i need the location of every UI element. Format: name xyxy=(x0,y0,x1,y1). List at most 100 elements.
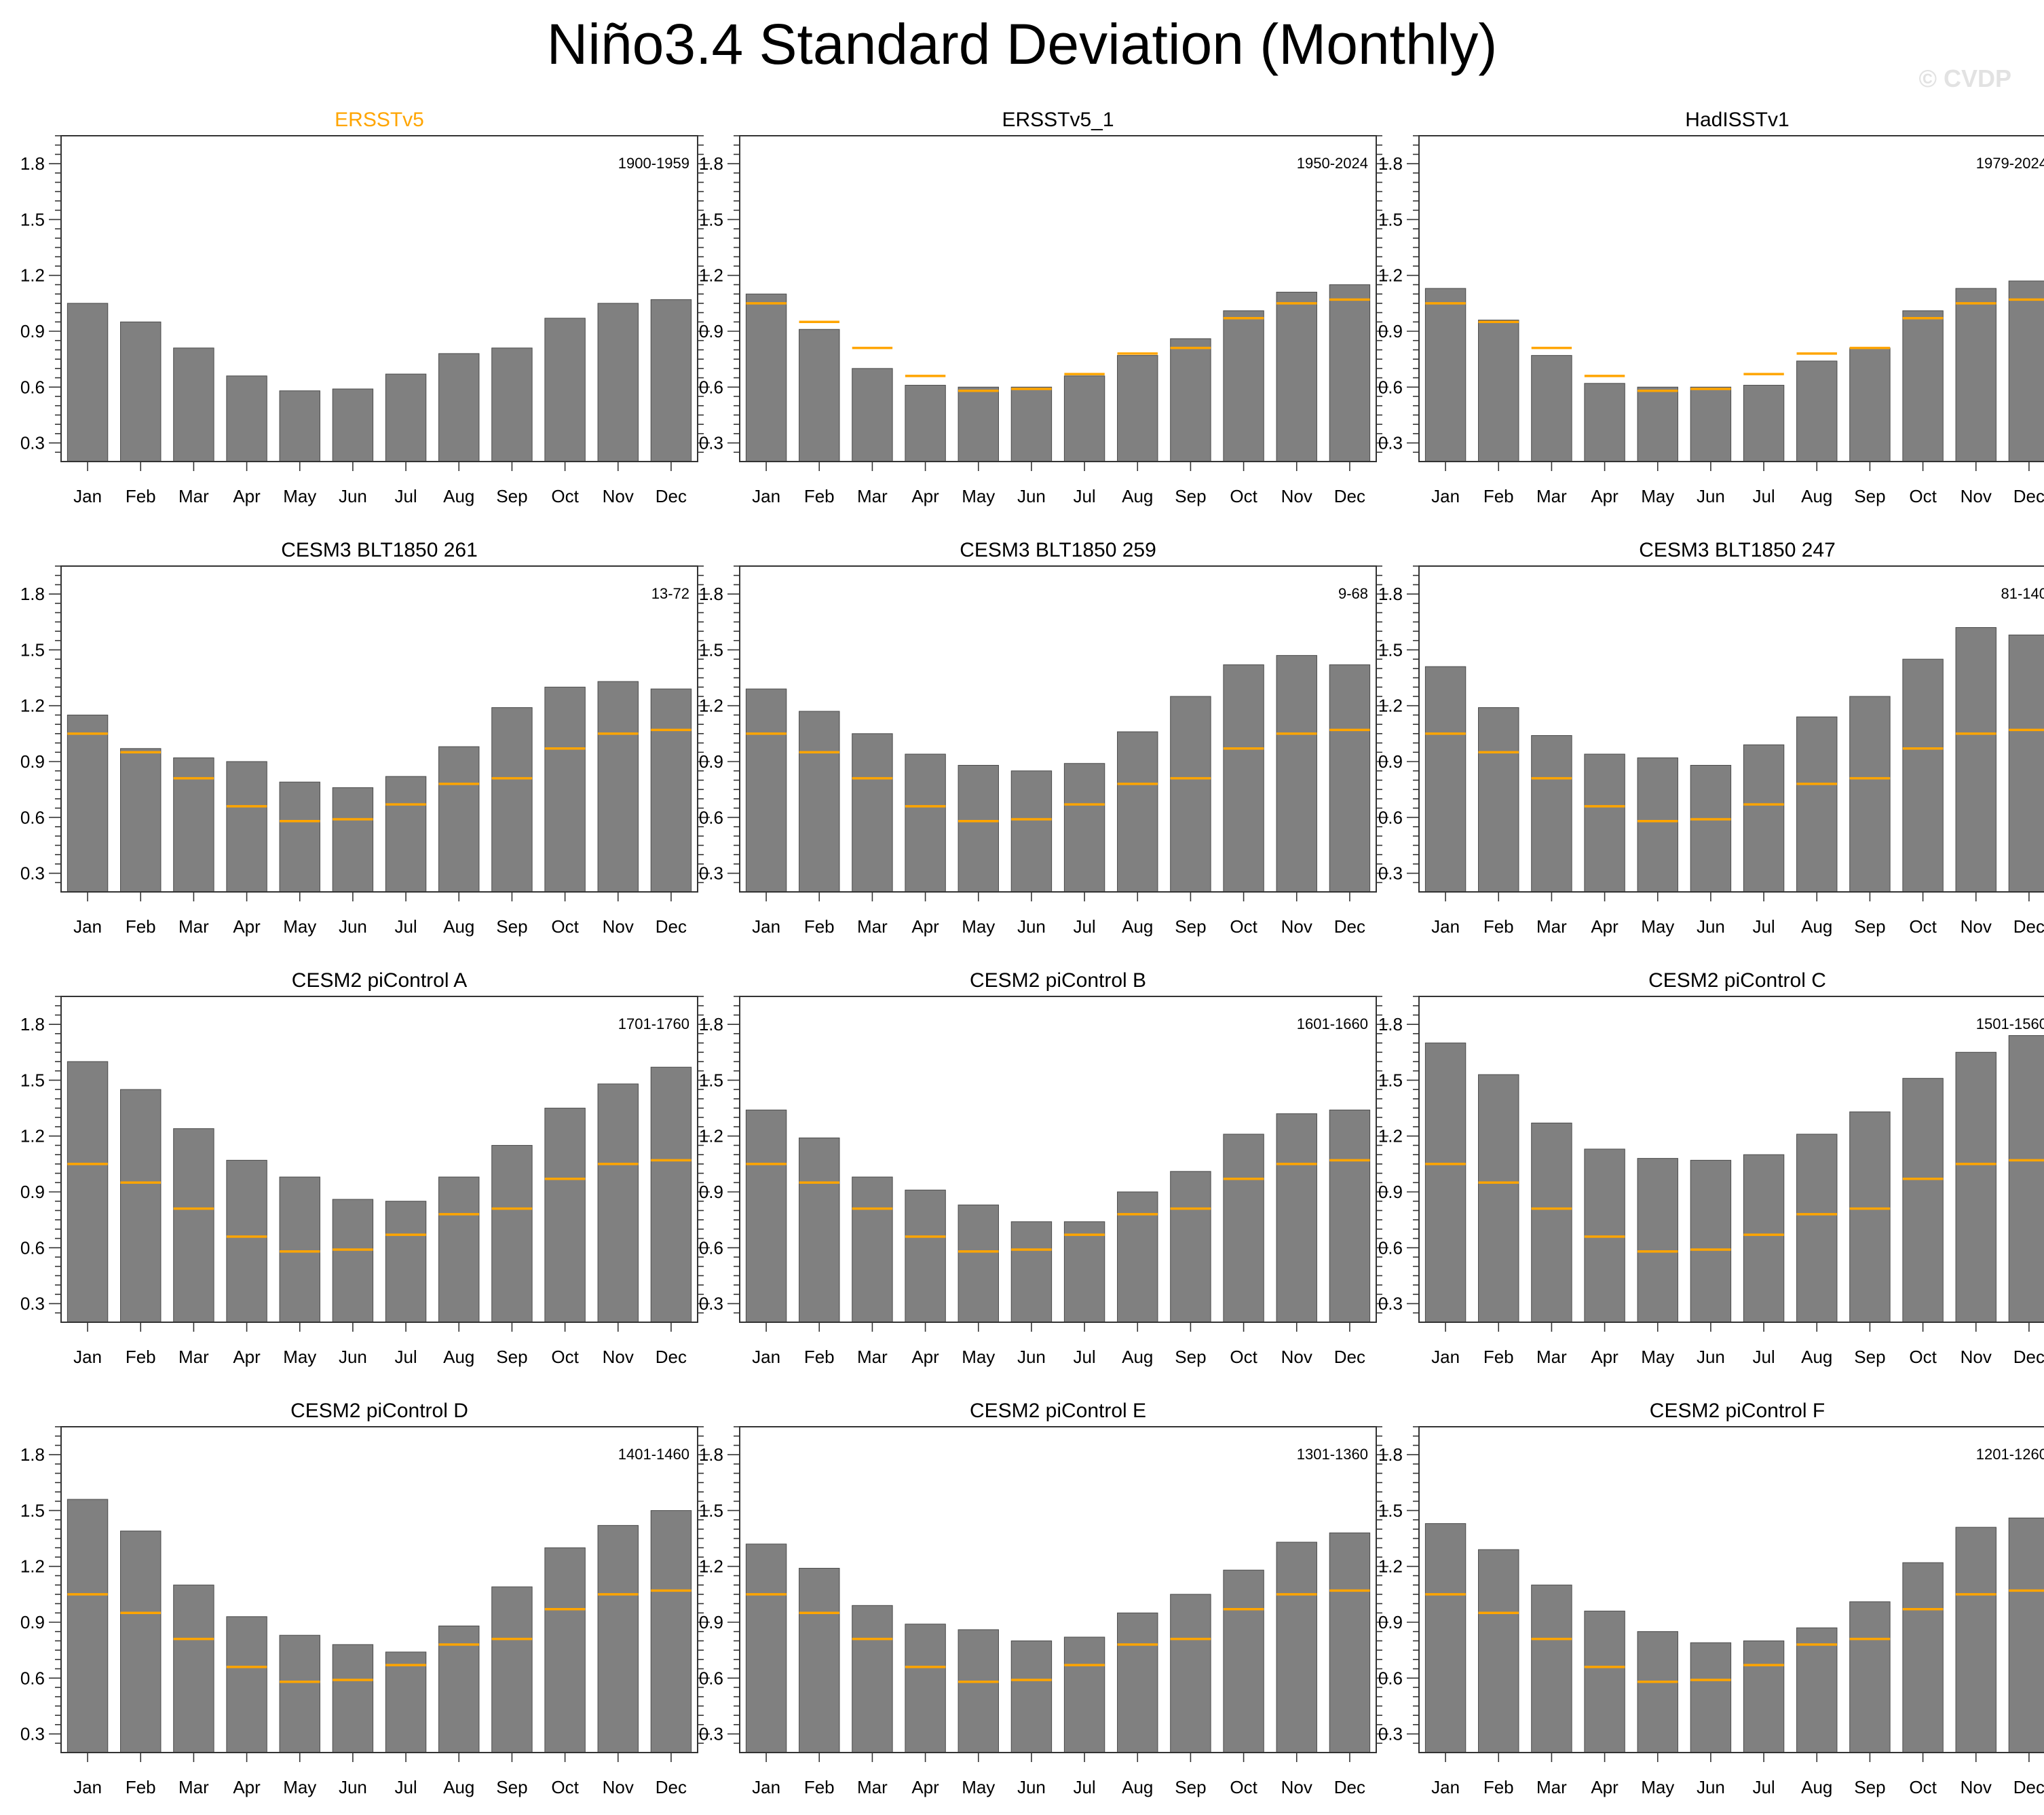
y-tick-label: 0.9 xyxy=(1378,1182,1403,1202)
x-tick-label: Mar xyxy=(178,486,209,506)
bar xyxy=(1637,1631,1678,1753)
bar xyxy=(852,368,893,462)
x-tick-label: May xyxy=(1641,486,1674,506)
x-tick-label: Feb xyxy=(804,1347,835,1367)
x-tick-label: Aug xyxy=(1122,486,1153,506)
x-tick-label: Jul xyxy=(394,1347,417,1367)
x-tick-label: Jun xyxy=(1697,916,1725,937)
y-tick-label: 1.5 xyxy=(1378,1500,1403,1520)
bar xyxy=(332,787,374,893)
y-tick-label: 0.6 xyxy=(699,377,723,397)
bar xyxy=(332,388,374,462)
bar xyxy=(1849,696,1891,893)
x-tick-label: Dec xyxy=(656,1777,687,1797)
y-tick-label: 1.2 xyxy=(1378,1126,1403,1146)
y-tick-label: 1.2 xyxy=(20,696,45,716)
y-tick-label: 1.8 xyxy=(20,1014,45,1034)
bar xyxy=(1955,288,1996,462)
x-tick-label: Nov xyxy=(1961,1347,1992,1367)
bar xyxy=(438,1176,480,1323)
x-tick-label: Jan xyxy=(1431,1347,1460,1367)
y-tick-label: 0.9 xyxy=(20,751,45,772)
x-tick-label: Jan xyxy=(752,1777,780,1797)
bar xyxy=(905,385,946,462)
bar xyxy=(1584,383,1625,462)
y-tick-label: 0.9 xyxy=(20,321,45,341)
panel: CESM2 piControl D 0.3 0.6 0.9 1.2 1.5 1.8 Jan Fe… xyxy=(20,1400,710,1797)
bar xyxy=(799,1137,840,1323)
x-tick-label: Jul xyxy=(1752,1347,1775,1367)
bar xyxy=(332,1644,374,1753)
bar xyxy=(1478,1549,1519,1753)
bar xyxy=(438,1625,480,1753)
y-tick-label: 0.3 xyxy=(20,1294,45,1314)
bar xyxy=(1276,655,1317,893)
y-tick-label: 0.9 xyxy=(20,1182,45,1202)
y-tick-label: 0.3 xyxy=(1378,863,1403,884)
y-tick-label: 0.6 xyxy=(20,807,45,827)
x-tick-label: Jun xyxy=(339,1777,367,1797)
bar xyxy=(1902,310,1944,462)
panel-title: HadISSTv1 xyxy=(1685,109,1789,131)
x-tick-label: Mar xyxy=(1536,486,1567,506)
x-tick-label: Jan xyxy=(1431,1777,1460,1797)
x-tick-label: Jul xyxy=(1073,1347,1095,1367)
period-label: 1601-1660 xyxy=(1297,1015,1368,1032)
bar xyxy=(1743,1154,1785,1323)
x-tick-label: Sep xyxy=(1175,916,1206,937)
period-label: 9-68 xyxy=(1338,585,1368,602)
x-tick-label: Feb xyxy=(126,916,156,937)
bar xyxy=(1849,348,1891,462)
y-tick-label: 0.3 xyxy=(20,1724,45,1744)
x-tick-label: Apr xyxy=(233,1347,261,1367)
x-tick-label: Apr xyxy=(911,1347,939,1367)
panel: HadISSTv1 0.3 0.6 0.9 1.2 1.5 1.8 Jan Feb Mar Apr M… xyxy=(1378,109,2044,506)
y-tick-label: 0.9 xyxy=(1378,1612,1403,1632)
bar xyxy=(1010,1640,1053,1753)
bar xyxy=(1584,753,1625,893)
x-tick-label: Nov xyxy=(1961,1777,1992,1797)
bar xyxy=(438,746,480,893)
x-tick-label: Sep xyxy=(496,486,527,506)
bar xyxy=(650,1510,692,1753)
panel: CESM2 piControl B 0.3 0.6 0.9 1.2 1.5 1.8 Jan Fe… xyxy=(699,969,1388,1367)
bar xyxy=(1796,716,1838,893)
y-tick-label: 1.2 xyxy=(20,1126,45,1146)
panel: CESM3 BLT1850 247 0.3 0.6 0.9 1.2 1.5 1.8 Jan Fe… xyxy=(1378,539,2044,937)
y-tick-label: 0.3 xyxy=(699,1294,723,1314)
bar xyxy=(1424,1523,1466,1753)
period-label: 81-140 xyxy=(2001,585,2044,602)
x-tick-label: Jun xyxy=(1017,1347,1046,1367)
x-tick-label: Oct xyxy=(1909,1347,1937,1367)
bar xyxy=(1478,707,1519,893)
y-tick-label: 0.6 xyxy=(699,1668,723,1688)
y-tick-label: 1.8 xyxy=(20,1444,45,1465)
y-tick-label: 0.6 xyxy=(1378,1668,1403,1688)
bar xyxy=(1637,757,1678,893)
x-tick-label: Oct xyxy=(551,916,579,937)
bar xyxy=(385,1651,427,1753)
y-tick-label: 1.8 xyxy=(1378,1014,1403,1034)
x-tick-label: Jul xyxy=(1073,486,1095,506)
bar xyxy=(1117,1191,1158,1323)
bar xyxy=(226,1159,267,1323)
x-tick-label: Nov xyxy=(1281,916,1312,937)
bar xyxy=(173,1128,214,1323)
x-tick-label: Nov xyxy=(1281,1777,1312,1797)
bar xyxy=(2008,280,2044,462)
plot-frame xyxy=(739,996,1377,1323)
bar xyxy=(226,375,267,462)
x-tick-label: Oct xyxy=(1230,1347,1257,1367)
x-tick-label: Feb xyxy=(126,1777,156,1797)
panel-title: CESM2 piControl A xyxy=(292,969,467,992)
bar xyxy=(905,753,946,893)
bar xyxy=(1063,763,1105,893)
panel-title: ERSSTv5_1 xyxy=(1002,109,1114,131)
y-tick-label: 1.8 xyxy=(699,1444,723,1465)
x-tick-label: Dec xyxy=(1334,1777,1365,1797)
bar xyxy=(1690,1159,1732,1323)
bar xyxy=(1223,1134,1264,1323)
plot-frame xyxy=(60,565,698,893)
bar xyxy=(799,711,840,893)
bar xyxy=(745,1109,787,1323)
